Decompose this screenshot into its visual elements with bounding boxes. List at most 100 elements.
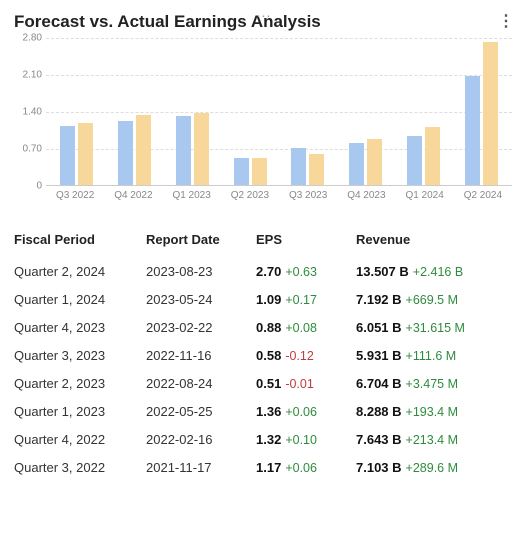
cell-period: Quarter 3, 2023: [14, 348, 146, 363]
forecast-bar[interactable]: [465, 76, 480, 185]
col-header-date: Report Date: [146, 232, 256, 247]
table-row[interactable]: Quarter 2, 20232022-08-240.51-0.016.704 …: [14, 369, 514, 397]
eps-diff: +0.10: [285, 433, 317, 447]
x-tick-label: Q4 2022: [104, 190, 162, 201]
cell-period: Quarter 4, 2023: [14, 320, 146, 335]
cell-eps: 0.88 +0.08: [256, 320, 356, 335]
table-row[interactable]: Quarter 4, 20232023-02-220.88 +0.08 6.051 …: [14, 313, 514, 341]
actual-bar[interactable]: [483, 42, 498, 185]
forecast-bar[interactable]: [234, 158, 249, 185]
cell-revenue: 6.051 B +31.615 M: [356, 320, 514, 335]
actual-bar[interactable]: [367, 139, 382, 186]
forecast-bar[interactable]: [176, 116, 191, 185]
x-axis: Q3 2022Q4 2022Q1 2023Q2 2023Q3 2023Q4 20…: [46, 190, 512, 201]
cell-revenue: 7.103 B+289.6 M: [356, 460, 514, 475]
forecast-bar[interactable]: [407, 136, 422, 185]
revenue-diff: +213.4 M: [406, 433, 458, 447]
y-tick-label: 2.80: [23, 33, 42, 44]
table-row[interactable]: Quarter 1, 20242023-05-241.09+0.177.192 …: [14, 285, 514, 313]
cell-period: Quarter 4, 2022: [14, 432, 146, 447]
table-body: Quarter 2, 20242023-08-232.70 +0.63 13.507…: [14, 257, 514, 481]
revenue-value: 7.103 B: [356, 460, 402, 475]
x-tick-label: Q1 2024: [396, 190, 454, 201]
chart-plot: [46, 38, 512, 186]
cell-eps: 1.32 +0.10: [256, 432, 356, 447]
x-tick-label: Q2 2023: [221, 190, 279, 201]
revenue-value: 13.507 B: [356, 264, 409, 279]
cell-eps: 0.58-0.12: [256, 348, 356, 363]
y-tick-label: 0.70: [23, 144, 42, 155]
cell-period: Quarter 2, 2023: [14, 376, 146, 391]
forecast-bar[interactable]: [60, 126, 75, 185]
page-title: Forecast vs. Actual Earnings Analysis: [14, 12, 321, 32]
bar-group: [337, 139, 395, 186]
eps-value: 2.70: [256, 264, 281, 279]
y-tick-label: 1.40: [23, 107, 42, 118]
table-header-row: Fiscal Period Report Date EPS Revenue: [14, 224, 514, 257]
eps-diff: -0.12: [285, 349, 314, 363]
actual-bar[interactable]: [252, 158, 267, 185]
drag-handle-dots: ...: [257, 4, 272, 20]
eps-value: 1.32: [256, 432, 281, 447]
revenue-value: 7.643 B: [356, 432, 402, 447]
eps-diff: +0.06: [285, 405, 317, 419]
cell-eps: 2.70 +0.63: [256, 264, 356, 279]
revenue-value: 6.051 B: [356, 320, 402, 335]
x-tick-label: Q1 2023: [163, 190, 221, 201]
actual-bar[interactable]: [309, 154, 324, 185]
eps-value: 0.51: [256, 376, 281, 391]
revenue-diff: +31.615 M: [406, 321, 465, 335]
forecast-bar[interactable]: [118, 121, 133, 185]
cell-date: 2023-08-23: [146, 264, 256, 279]
actual-bar[interactable]: [78, 123, 93, 185]
x-tick-label: Q3 2022: [46, 190, 104, 201]
earnings-chart: 00.701.402.102.80 Q3 2022Q4 2022Q1 2023Q…: [14, 38, 514, 210]
table-row[interactable]: Quarter 2, 20242023-08-232.70 +0.63 13.507…: [14, 257, 514, 285]
cell-revenue: 5.931 B+111.6 M: [356, 348, 514, 363]
eps-diff: +0.08: [285, 321, 317, 335]
col-header-period: Fiscal Period: [14, 232, 146, 247]
revenue-diff: +193.4 M: [406, 405, 458, 419]
cell-date: 2022-08-24: [146, 376, 256, 391]
table-row[interactable]: Quarter 1, 20232022-05-251.36+0.068.288 …: [14, 397, 514, 425]
y-tick-label: 2.10: [23, 70, 42, 81]
cell-date: 2022-05-25: [146, 404, 256, 419]
table-row[interactable]: Quarter 4, 20222022-02-161.32 +0.10 7.643 …: [14, 425, 514, 453]
bar-group: [395, 127, 453, 185]
cell-date: 2023-05-24: [146, 292, 256, 307]
actual-bar[interactable]: [425, 127, 440, 185]
cell-date: 2023-02-22: [146, 320, 256, 335]
more-options-icon[interactable]: ⋮: [498, 14, 514, 30]
table-row[interactable]: Quarter 3, 20222021-11-171.17+0.067.103 …: [14, 453, 514, 481]
x-tick-label: Q4 2023: [337, 190, 395, 201]
eps-diff: +0.63: [285, 265, 317, 279]
bar-group: [279, 148, 337, 185]
cell-revenue: 8.288 B+193.4 M: [356, 404, 514, 419]
forecast-bar[interactable]: [349, 143, 364, 185]
bar-group: [221, 158, 279, 185]
bar-group: [164, 113, 222, 185]
bar-group: [106, 115, 164, 185]
bar-groups: [46, 38, 512, 185]
cell-eps: 1.36+0.06: [256, 404, 356, 419]
cell-revenue: 6.704 B+3.475 M: [356, 376, 514, 391]
cell-date: 2022-02-16: [146, 432, 256, 447]
cell-revenue: 7.192 B+669.5 M: [356, 292, 514, 307]
actual-bar[interactable]: [194, 113, 209, 185]
actual-bar[interactable]: [136, 115, 151, 185]
forecast-bar[interactable]: [291, 148, 306, 185]
revenue-value: 5.931 B: [356, 348, 402, 363]
revenue-diff: +3.475 M: [406, 377, 458, 391]
cell-date: 2021-11-17: [146, 460, 256, 475]
cell-eps: 1.09+0.17: [256, 292, 356, 307]
eps-value: 0.88: [256, 320, 281, 335]
cell-period: Quarter 2, 2024: [14, 264, 146, 279]
eps-diff: +0.06: [285, 461, 317, 475]
cell-period: Quarter 1, 2024: [14, 292, 146, 307]
table-row[interactable]: Quarter 3, 20232022-11-160.58-0.125.931 …: [14, 341, 514, 369]
eps-value: 1.09: [256, 292, 281, 307]
cell-eps: 0.51-0.01: [256, 376, 356, 391]
x-tick-label: Q2 2024: [454, 190, 512, 201]
revenue-diff: +669.5 M: [406, 293, 458, 307]
cell-date: 2022-11-16: [146, 348, 256, 363]
